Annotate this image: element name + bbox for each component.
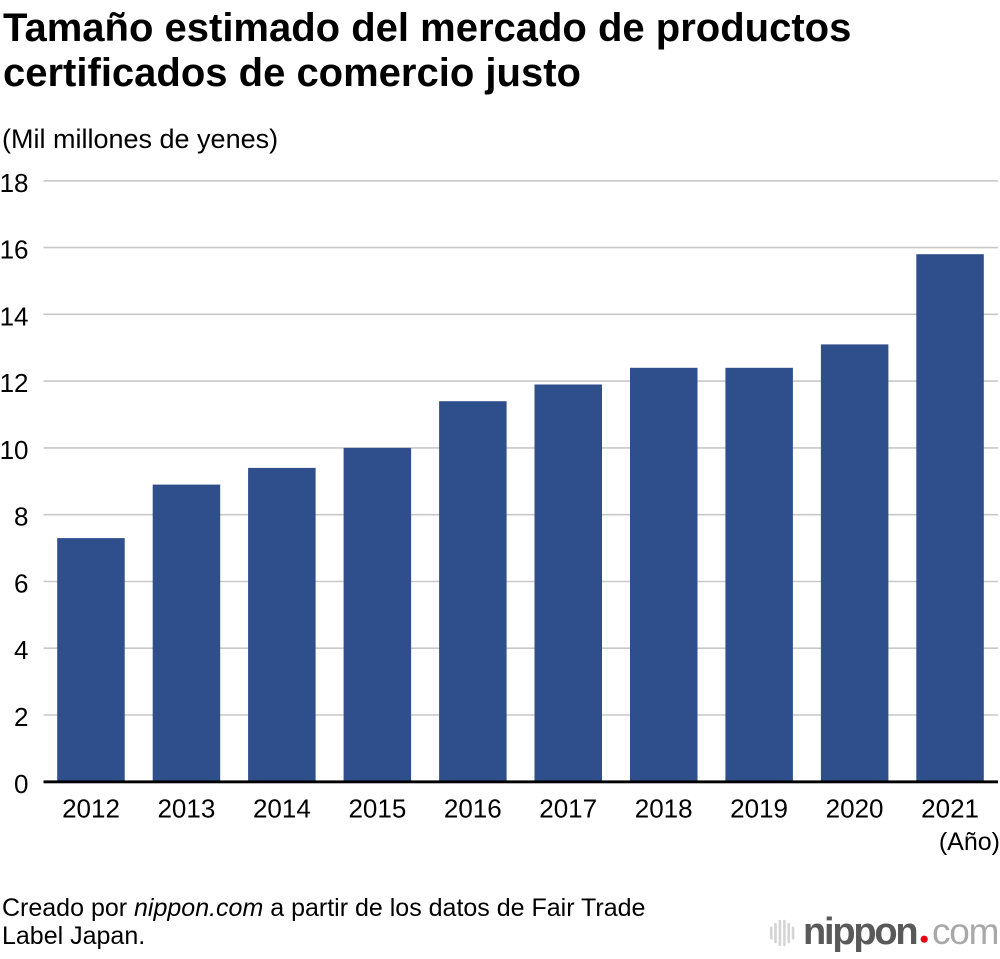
svg-text:(Año): (Año) <box>939 828 1000 856</box>
svg-text:14: 14 <box>0 301 29 331</box>
svg-text:16: 16 <box>0 235 29 265</box>
svg-text:6: 6 <box>14 569 28 599</box>
svg-text:2012: 2012 <box>62 794 120 824</box>
svg-text:2021: 2021 <box>921 794 979 824</box>
svg-text:2: 2 <box>14 702 28 732</box>
svg-text:2016: 2016 <box>444 794 502 824</box>
svg-text:2018: 2018 <box>635 794 693 824</box>
svg-text:nippon: nippon <box>803 911 916 953</box>
svg-text:8: 8 <box>14 502 28 532</box>
svg-text:0: 0 <box>14 769 28 799</box>
svg-text:2017: 2017 <box>539 794 597 824</box>
svg-text:18: 18 <box>0 168 29 198</box>
svg-text:10: 10 <box>0 435 29 465</box>
svg-text:2020: 2020 <box>826 794 884 824</box>
svg-text:2019: 2019 <box>730 794 788 824</box>
svg-text:4: 4 <box>14 635 28 665</box>
svg-text:2014: 2014 <box>253 794 311 824</box>
svg-text:12: 12 <box>0 368 29 398</box>
svg-text:com: com <box>932 911 998 952</box>
svg-text:2013: 2013 <box>157 794 215 824</box>
svg-text:2015: 2015 <box>348 794 406 824</box>
